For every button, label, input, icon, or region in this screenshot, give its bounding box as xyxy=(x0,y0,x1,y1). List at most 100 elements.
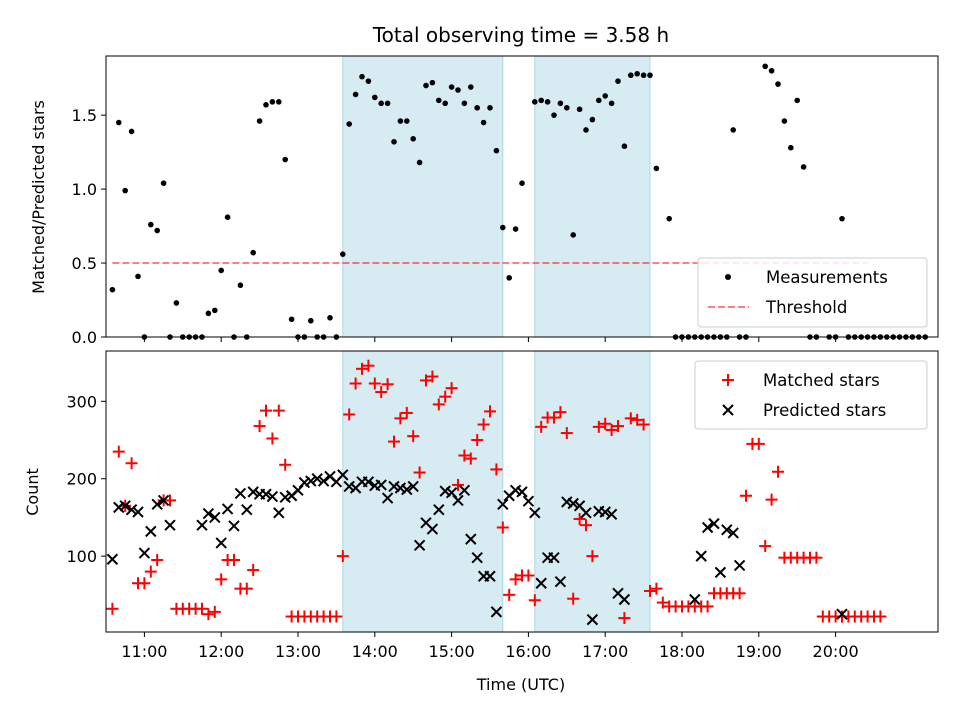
measurements-point xyxy=(839,215,845,222)
measurements-point xyxy=(282,156,289,163)
predicted-stars-point xyxy=(241,503,253,516)
matched-stars-point xyxy=(420,374,432,387)
predicted-stars-point xyxy=(157,494,170,507)
ratio-y-axis-label: Matched/Predicted stars xyxy=(29,100,48,294)
matched-stars-point xyxy=(362,359,375,372)
matched-stars-point xyxy=(464,452,477,465)
ratio-y-tick-label: 1.0 xyxy=(72,180,97,199)
counts-x-tick-label: 12:00 xyxy=(198,642,244,661)
predicted-stars-point xyxy=(401,483,413,496)
ratio-panel: 0.0 0.5 1.0 1.5 Matched/Predicted stars Mea… xyxy=(29,55,939,347)
matched-stars-point xyxy=(484,405,496,418)
predicted-stars-point xyxy=(701,521,714,534)
counts-legend: Matched stars Predicted stars xyxy=(694,360,928,430)
predicted-stars-point xyxy=(465,533,477,545)
matched-stars-point xyxy=(349,377,362,390)
counts-x-tick-label: 13:00 xyxy=(275,642,321,661)
matched-stars-point xyxy=(740,489,752,502)
predicted-stars-point xyxy=(490,606,503,618)
counts-x-tick-label: 18:00 xyxy=(659,642,705,661)
matched-stars-point xyxy=(247,564,260,577)
predicted-stars-point xyxy=(260,488,272,500)
matched-stars-point xyxy=(202,608,215,621)
matched-stars-point xyxy=(535,420,548,433)
matched-stars-point xyxy=(426,370,439,383)
measurements-point xyxy=(602,93,608,99)
ratio-y-tick-label: 0.0 xyxy=(72,328,97,347)
counts-y-tick-label: 300 xyxy=(66,392,97,411)
measurements-point xyxy=(544,99,551,105)
predicted-stars-point xyxy=(733,559,746,572)
measurements-point xyxy=(109,286,116,293)
ratio-x-axis xyxy=(143,337,837,342)
measurements-point xyxy=(352,91,359,98)
predicted-stars-point xyxy=(119,500,131,512)
matched-stars-point xyxy=(477,418,490,431)
matched-stars-point xyxy=(637,418,650,431)
predicted-stars-point xyxy=(413,539,426,552)
measurements-point xyxy=(487,104,493,111)
matched-stars-point xyxy=(144,565,157,578)
predicted-stars-point xyxy=(125,503,138,516)
predicted-legend-marker xyxy=(722,404,734,416)
matched-stars-point xyxy=(356,362,368,375)
counts-x-tick-label: 19:00 xyxy=(736,642,782,661)
matched-stars-point xyxy=(125,457,138,470)
matched-stars-point xyxy=(388,435,400,448)
measurements-point xyxy=(468,84,474,90)
measurements-point xyxy=(557,100,564,107)
predicted-stars-point xyxy=(106,553,119,565)
ratio-interval-2 xyxy=(534,55,651,338)
measurements-point xyxy=(615,78,621,84)
predicted-stars-point xyxy=(215,537,227,549)
matched-stars-point xyxy=(266,432,279,445)
counts-y-tick-label: 100 xyxy=(66,547,97,566)
predicted-stars-point xyxy=(727,527,739,539)
measurements-point xyxy=(122,187,128,194)
measurements-point xyxy=(173,300,180,306)
measurements-point xyxy=(474,104,481,111)
matched-stars-point xyxy=(765,493,778,506)
matched-stars-point xyxy=(458,449,471,462)
measurements-point xyxy=(308,317,314,324)
matched-stars-point xyxy=(605,423,618,436)
measurements-point xyxy=(436,97,442,104)
ratio-y-axis: 0.0 0.5 1.0 1.5 xyxy=(72,106,106,347)
counts-panel-frame xyxy=(105,350,939,633)
predicted-legend-label: Predicted stars xyxy=(763,401,886,420)
matched-stars-point xyxy=(279,458,292,471)
x-axis-label: Time (UTC) xyxy=(476,675,565,694)
matched-stars-point xyxy=(260,404,272,417)
matched-stars-point xyxy=(618,612,631,625)
measurements-point xyxy=(576,106,583,113)
chart-title: Total observing time = 3.58 h xyxy=(372,23,669,47)
measurements-point xyxy=(397,118,404,124)
measurements-point xyxy=(384,100,391,107)
measurements-point xyxy=(256,118,263,124)
predicted-stars-point xyxy=(247,486,259,498)
measurements-point xyxy=(570,232,576,238)
matched-stars-point xyxy=(733,587,746,600)
matched-stars-point xyxy=(445,382,458,395)
predicted-stars-point xyxy=(305,475,317,487)
predicted-stars-point xyxy=(196,519,208,531)
matched-stars-point xyxy=(599,417,612,430)
predicted-stars-point xyxy=(721,524,733,536)
matched-stars-point xyxy=(656,596,669,609)
matched-stars-point xyxy=(196,602,208,615)
measurements-point xyxy=(263,102,269,108)
predicted-stars-point xyxy=(554,575,567,588)
measurements-point xyxy=(205,310,212,317)
measurements-point xyxy=(154,227,160,234)
matched-stars-point xyxy=(612,420,624,433)
measurements-point xyxy=(666,215,672,222)
measurements-point xyxy=(391,138,397,145)
measurements-series xyxy=(109,63,928,340)
predicted-stars-point xyxy=(586,613,599,626)
measurements-point xyxy=(423,82,429,89)
measurements-point xyxy=(455,87,461,93)
measurements-point xyxy=(480,119,487,126)
measurements-point xyxy=(359,73,365,80)
matched-stars-point xyxy=(560,427,573,440)
